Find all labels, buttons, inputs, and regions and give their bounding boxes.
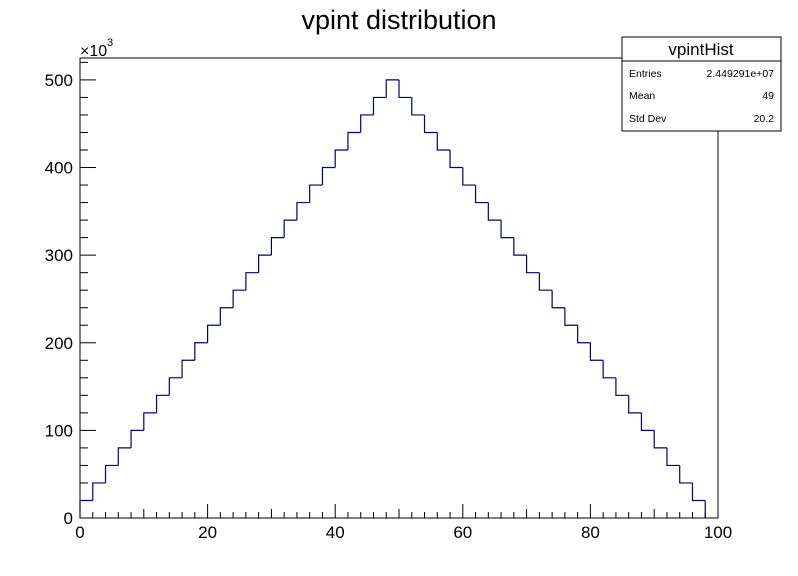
stats-stddev-value: 20.2 (754, 113, 775, 125)
x-tick-label: 40 (326, 523, 345, 542)
histogram-bin (194, 342, 208, 361)
histogram-bin (513, 237, 527, 256)
histogram-bin (232, 289, 246, 308)
histogram-bin (360, 114, 374, 133)
stats-stddev-label: Std Dev (629, 113, 667, 125)
histogram-bin (258, 254, 272, 273)
histogram-bin (130, 429, 144, 448)
histogram-bin (309, 184, 323, 203)
histogram-bin (423, 114, 438, 134)
histogram-bin (270, 237, 285, 256)
stats-mean-value: 49 (762, 90, 774, 102)
stats-box-frame (621, 36, 782, 132)
histogram-bin (117, 447, 132, 466)
x-tick-label: 60 (453, 523, 472, 542)
histogram-bin (334, 149, 348, 168)
y-axis: 0 100 200 300 400 500 (45, 61, 96, 528)
histogram-bin (79, 499, 93, 518)
histogram-bin (551, 290, 565, 309)
histogram-bin (691, 482, 706, 502)
histogram-bin (207, 324, 221, 343)
histogram-bin (219, 307, 234, 326)
histogram-bin (449, 150, 463, 169)
histogram-bin (564, 307, 578, 326)
histogram-bin (372, 96, 387, 115)
histogram-bin (538, 272, 553, 291)
histogram-bin (666, 447, 680, 467)
histogram-bin (679, 465, 693, 484)
y-tick-label: 500 (45, 71, 73, 90)
histogram-bin (640, 412, 655, 431)
histogram-bin (181, 359, 195, 378)
y-tick-label: 200 (45, 334, 73, 353)
stats-box-title: vpintHist (668, 40, 733, 59)
histogram-bin (487, 202, 502, 221)
histogram-bin (628, 395, 642, 414)
histogram-bin (245, 272, 259, 291)
y-tick-label: 0 (64, 509, 73, 528)
stats-mean-label: Mean (629, 90, 655, 102)
histogram-bin (168, 377, 183, 396)
y-axis-multiplier: ×10 3 (80, 37, 113, 60)
histogram-bin (589, 342, 604, 361)
x-tick-label: 0 (75, 523, 84, 542)
y-tick-label: 100 (45, 421, 73, 440)
x-tick-label: 100 (704, 523, 732, 542)
histogram-bin (347, 131, 361, 150)
histogram-bin (462, 167, 476, 186)
histogram-series (79, 79, 706, 518)
histogram-bin (577, 325, 591, 344)
histogram-bin (526, 255, 540, 274)
histogram-bin (653, 430, 667, 449)
histogram-bin (104, 464, 119, 483)
histogram-bin (321, 166, 336, 186)
chart-title: vpint distribution (301, 5, 496, 35)
histogram-bin (500, 220, 514, 239)
y-multiplier-base: ×10 (80, 43, 107, 60)
histogram-bin (615, 377, 629, 396)
histogram-bin (296, 201, 310, 221)
y-tick-label: 300 (45, 246, 73, 265)
histogram-bin (143, 412, 157, 431)
x-tick-label: 80 (581, 523, 600, 542)
histogram-bin (92, 482, 106, 501)
stats-box[interactable]: vpintHist Entries 2.449291e+07 Mean 49 S… (621, 36, 782, 132)
histogram-bin (283, 219, 297, 238)
histogram-bin (398, 79, 412, 99)
histogram-bin (602, 360, 616, 379)
histogram-bin (411, 97, 425, 116)
stats-entries-label: Entries (629, 68, 662, 80)
x-tick-label: 20 (198, 523, 217, 542)
histogram-bin (385, 79, 399, 98)
histogram-bin (474, 185, 489, 204)
stats-entries-value: 2.449291e+07 (707, 68, 775, 80)
histogram-bin (155, 394, 170, 413)
histogram-bin (436, 132, 451, 151)
x-axis: 0 20 40 60 80 100 (75, 504, 732, 542)
y-tick-label: 400 (45, 159, 73, 178)
y-multiplier-exponent: 3 (107, 37, 113, 49)
